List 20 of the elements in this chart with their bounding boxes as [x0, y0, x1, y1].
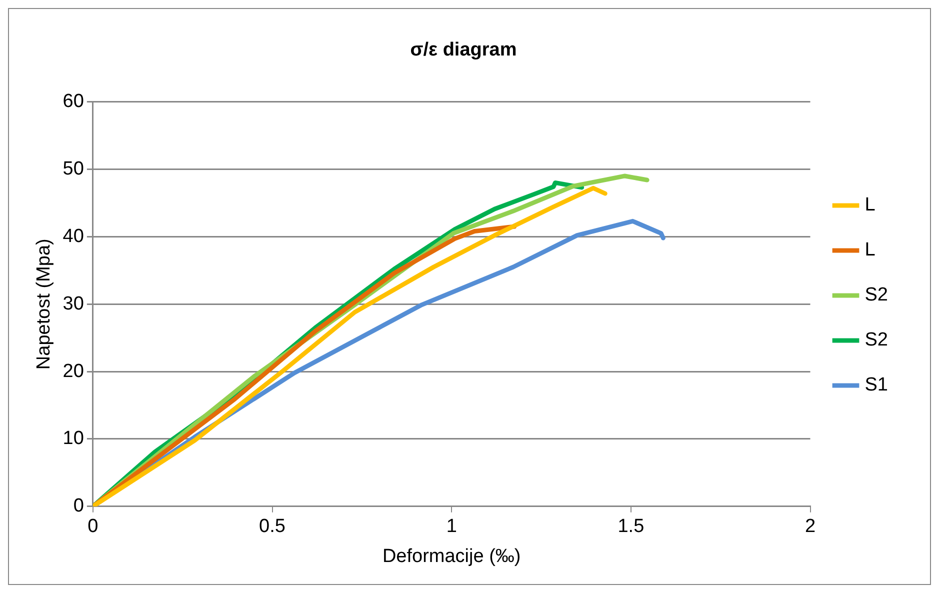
y-tick-label: 0 [73, 496, 84, 517]
legend-label: S2 [864, 330, 888, 351]
legend-label: S1 [864, 374, 888, 396]
y-tick-label: 10 [62, 428, 84, 450]
y-tick-label: 50 [62, 158, 84, 180]
x-tick-label: 0 [88, 516, 98, 538]
legend-label: S2 [864, 284, 888, 306]
y-tick-label: 60 [62, 91, 84, 112]
x-tick-label: 1.5 [618, 516, 644, 538]
chart-title: σ/ε diagram [410, 40, 517, 61]
x-tick-label: 1 [446, 516, 457, 538]
y-tick-label: 40 [62, 226, 84, 247]
y-tick-label: 20 [62, 360, 84, 382]
x-axis-title: Deformacije (‰) [382, 546, 521, 567]
y-axis-title: Napetost (Mpa) [34, 238, 55, 370]
legend-label: L [864, 240, 876, 261]
y-tick-label: 30 [62, 293, 84, 314]
x-tick-label: 0.5 [259, 516, 286, 538]
legend-label: L [864, 194, 876, 216]
x-tick-label: 2 [804, 516, 816, 538]
